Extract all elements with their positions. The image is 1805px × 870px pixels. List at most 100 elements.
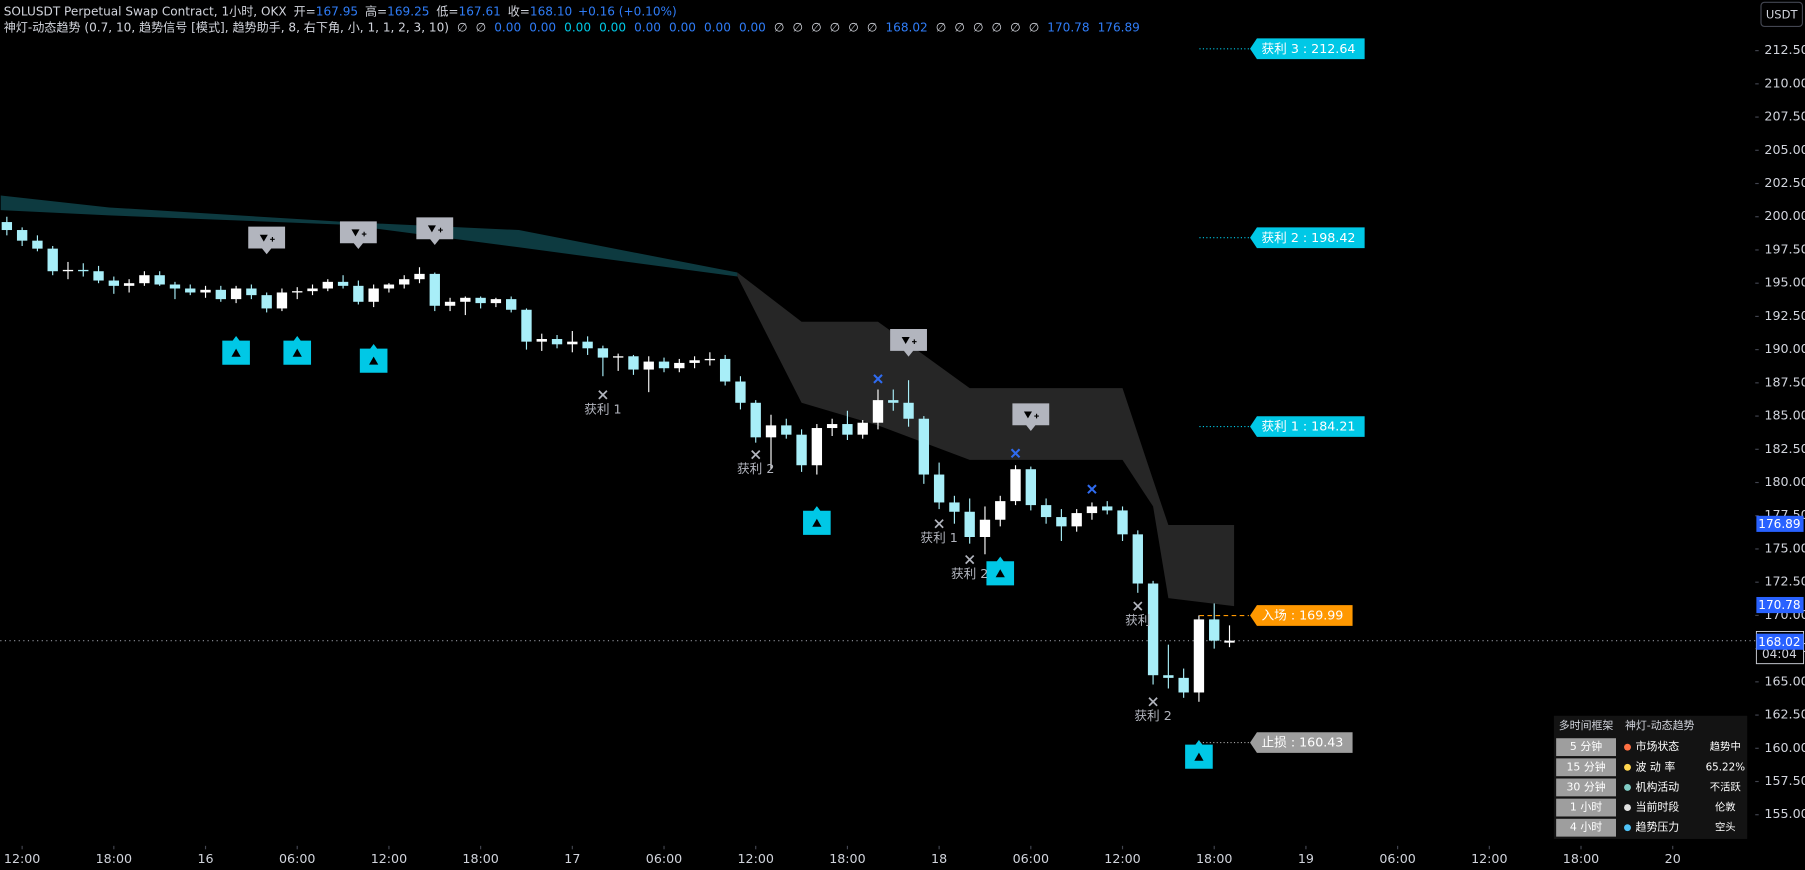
candle-body: [765, 425, 777, 438]
indicator-value: 0.00: [669, 20, 696, 34]
candle-body: [735, 381, 746, 403]
y-tick-label: 185.00: [1764, 408, 1805, 423]
countdown: 04:04: [1762, 647, 1797, 661]
indicator-value: ∅: [476, 20, 487, 34]
x-tick-label: 06:00: [1013, 851, 1049, 866]
x-tick-label: 20: [1665, 851, 1681, 866]
ohlc-value: 169.25: [387, 4, 429, 18]
level-box: [1250, 416, 1365, 437]
sell-signal-icon: [259, 234, 268, 242]
candle-body: [1147, 583, 1159, 676]
price-label-box: [1756, 515, 1804, 532]
buy-signal-icon: [995, 569, 1005, 578]
indicator-value: ∅: [793, 20, 804, 34]
candle-body: [16, 230, 28, 241]
candle-body: [903, 402, 914, 419]
candle-body: [215, 289, 226, 300]
ohlc-label: 高=: [365, 3, 387, 18]
timeframe: 15 分钟: [1566, 759, 1605, 773]
candle-body: [490, 299, 502, 304]
header-line: SOLUSDT Perpetual Swap Contract, 1小时, OK…: [4, 3, 677, 18]
candle-body: [353, 285, 364, 302]
candle-body: [842, 424, 853, 435]
level-box: [1250, 732, 1353, 753]
x-tick-label: 18:00: [829, 851, 865, 866]
indicator-value: 170.78: [1047, 20, 1089, 34]
candle-body: [1224, 640, 1235, 643]
indicator-value: 0.00: [599, 20, 626, 34]
candle-body: [658, 361, 670, 369]
exit-cross: [965, 554, 975, 565]
candle-body: [1025, 469, 1036, 506]
price-label: 168.02: [1758, 635, 1800, 649]
buy-signal: [283, 335, 312, 365]
cloud-band: [737, 272, 1235, 607]
sell-signal-icon: [901, 337, 910, 344]
candle-body: [506, 299, 517, 310]
candle-body: [460, 297, 471, 302]
y-tick-label: 175.00: [1764, 540, 1805, 555]
buy-signal: [986, 556, 1015, 586]
candle-body: [230, 288, 242, 300]
candle-body: [536, 338, 547, 342]
metric: 趋势压力: [1636, 821, 1680, 834]
timeframe: 30 分钟: [1566, 779, 1605, 793]
candle-body: [1193, 619, 1205, 693]
candle-body: [246, 288, 257, 296]
sell-signal-icon: [351, 229, 360, 237]
candle-body: [1163, 675, 1174, 678]
candle-body: [826, 424, 838, 429]
x-tick-label: 12:00: [371, 851, 407, 866]
exit-label: 获利 2: [1134, 708, 1171, 723]
candle-body: [1117, 510, 1128, 535]
x-tick-label: 12:00: [738, 851, 774, 866]
x-tick-label: 19: [1298, 851, 1314, 866]
level-box: [1250, 38, 1365, 60]
candle-body: [1209, 619, 1220, 641]
y-tick-label: 172.50: [1764, 574, 1805, 589]
candle-body: [995, 501, 1006, 520]
candle-body: [643, 361, 654, 370]
buy-signal: [1185, 739, 1213, 769]
candle-body: [108, 280, 120, 286]
candle-body: [872, 400, 884, 423]
candle-body: [781, 425, 792, 435]
candle-body: [750, 402, 761, 438]
exit-label: 获利 1: [920, 530, 957, 545]
candle-body: [811, 428, 823, 466]
table-icon: [1624, 804, 1631, 812]
y-tick-label: 155.00: [1764, 806, 1805, 821]
candle-body: [521, 309, 532, 342]
candle-body: [32, 240, 43, 249]
indicator-value: 0.00: [564, 20, 591, 34]
metric: 当前时段: [1636, 800, 1680, 814]
buy-signal-icon: [812, 518, 822, 527]
sell-signal-box: [416, 217, 454, 245]
candle-body: [261, 295, 272, 309]
candle-body: [551, 338, 563, 345]
exit-cross: [751, 449, 761, 460]
candle-body: [1178, 677, 1189, 693]
candle-body: [123, 283, 135, 286]
candle-body: [1071, 513, 1082, 527]
sell-signal-plus: [1034, 413, 1039, 419]
candle-body: [139, 275, 150, 284]
currency[interactable]: USDT: [1766, 7, 1799, 21]
buy-signal-icon: [1194, 752, 1204, 761]
candle-body: [444, 301, 456, 306]
candle-body: [93, 271, 104, 281]
x-tick-label: 18:00: [462, 851, 498, 866]
currency-button[interactable]: [1760, 1, 1803, 28]
candle-body: [1086, 506, 1098, 514]
y-tick-label: 195.00: [1764, 275, 1805, 290]
metric-value: 65.22%: [1706, 761, 1746, 773]
candle-body: [383, 284, 395, 289]
candle-body: [292, 291, 303, 293]
level-label: 获利 3 : 212.64: [1262, 41, 1356, 56]
exit-label: 获利 1: [584, 401, 621, 416]
timeframe: 1 小时: [1570, 801, 1602, 814]
candle-body: [597, 348, 609, 358]
